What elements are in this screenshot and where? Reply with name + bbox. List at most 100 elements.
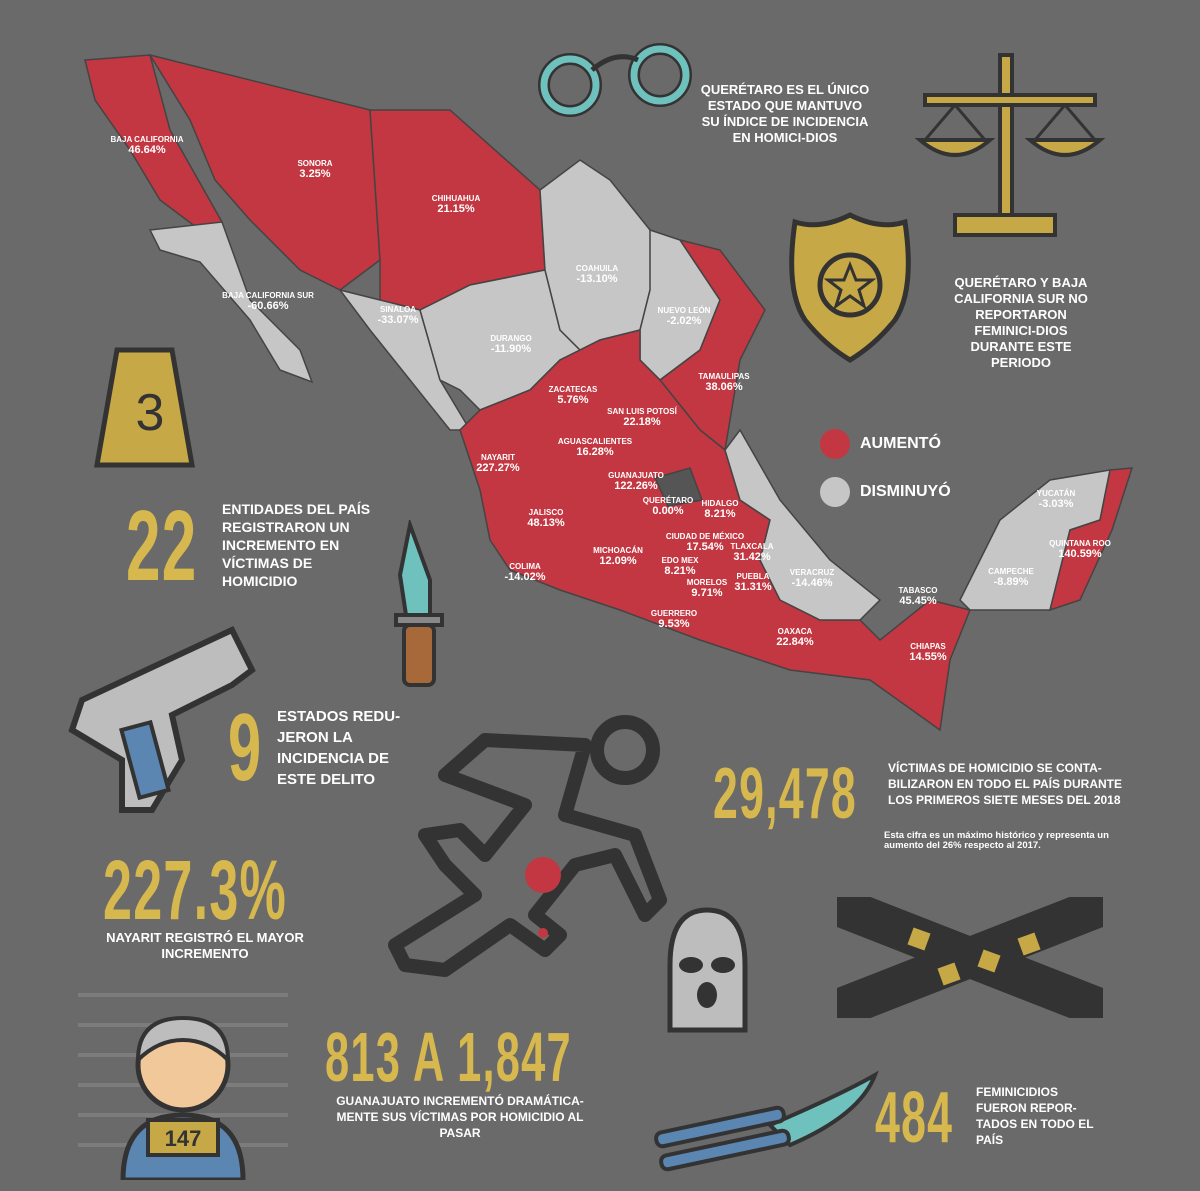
state-name: NAYARIT [480,453,516,463]
state-label: BAJA CALIFORNIA 46.64% [110,135,183,157]
state-label: JALISCO 48.13% [527,508,564,530]
state-value: -3.03% [1038,498,1074,511]
state-value: 22.18% [623,416,661,429]
state-label: BAJA CALIFORNIA SUR -60.66% [222,291,314,313]
increase-count: 22 [126,490,198,602]
feminicides-count: 484 [875,1078,954,1158]
state-value: 46.64% [128,144,166,157]
state-value: -33.07% [377,314,419,327]
red-dot-icon [820,429,850,459]
state-value: 17.54% [686,541,724,554]
state-name: GUERRERO [650,609,698,619]
state-value: 31.42% [733,551,771,564]
chalk-body-outline-icon [388,715,667,977]
state-name: TAMAULIPAS [698,372,750,382]
state-label: PUEBLA 31.31% [734,572,771,594]
state-name: QUINTANA ROO [1049,539,1111,549]
police-badge-icon [789,212,911,363]
state-label: SONORA 3.25% [297,159,332,181]
state-label: TABASCO 45.45% [899,586,938,608]
state-value: -14.46% [791,577,833,590]
max-increase-text: NAYARIT REGISTRÓ EL MAYOR INCREMENTO [106,930,304,961]
state-name: TABASCO [898,586,938,596]
state-label: HIDALGO 8.21% [702,499,739,521]
state-value: 9.53% [658,618,690,631]
map-region [148,221,314,384]
state-value: 8.21% [704,508,736,521]
state-label: MORELOS 9.71% [687,578,727,600]
state-name: YUCATÁN [1036,489,1076,499]
state-value: -60.66% [247,300,289,313]
state-label: TAMAULIPAS 38.06% [698,372,749,394]
state-label: SINALOA -33.07% [378,305,419,327]
scales-of-justice-icon [915,53,1105,237]
state-name: EDO MEX [661,556,699,566]
state-label: AGUASCALIENTES 16.28% [558,437,632,459]
increase-text: ENTIDADES DEL PAÍS REGISTRARON UN INCREM… [222,501,371,589]
state-label: OAXACA 22.84% [776,627,813,649]
state-name: CHIAPAS [910,642,946,652]
prisoner-number: 147 [165,1126,202,1151]
gray-dot-icon [820,477,850,507]
total-victims: 29,478 [713,754,857,834]
state-name: PUEBLA [736,572,770,582]
state-name: GUANAJUATO [608,471,664,481]
state-label: CIUDAD DE MÉXICO 17.54% [666,532,744,554]
map-region [1048,467,1134,612]
state-name: NUEVO LEÓN [657,306,711,316]
map-region [459,329,972,732]
state-name: COAHUILA [575,264,619,274]
state-value: -11.90% [490,343,532,356]
state-name: ZACATECAS [548,385,598,395]
state-label: NUEVO LEÓN -2.02% [658,306,711,328]
map-region [724,428,882,621]
legend-decrease: DISMINUYÓ [820,477,951,507]
state-name: CHIHUAHUA [431,194,481,204]
state-value: 0.00% [652,505,684,518]
ski-mask-icon [667,907,748,1033]
state-label: GUERRERO 9.53% [651,609,697,631]
state-name: SAN LUIS POTOSÍ [607,407,677,417]
state-name: AGUASCALIENTES [557,437,633,447]
feminicide-none-fact: QUERÉTARO Y BAJA CALIFORNIA SUR NO REPOR… [954,275,1088,370]
state-label: YUCATÁN -3.03% [1037,489,1076,511]
state-name: SINALOA [379,305,416,315]
state-value: 48.13% [527,517,565,530]
state-value: -14.02% [504,571,546,584]
guanajuato-range: 813 A 1,847 [325,1018,572,1096]
max-increase: 227.3% [103,843,288,937]
prisoner-mugshot-icon: 147 [78,993,288,1180]
legend-decrease-label: DISMINUYÓ [860,483,951,500]
state-value: -8.89% [993,576,1029,589]
state-name: QUERÉTARO [642,496,694,506]
decrease-text: ESTADOS REDU-JERON LA INCIDENCIA DE ESTE… [277,708,401,788]
state-name: DURANGO [490,334,532,344]
knife-icon [394,520,444,687]
state-label: NAYARIT 227.27% [476,453,519,475]
state-label: CHIAPAS 14.55% [909,642,946,664]
decrease-count: 9 [228,694,263,801]
pistol-icon [68,626,256,813]
evidence-marker-number: 3 [136,384,165,442]
state-name: COLIMA [509,562,541,572]
queretaro-homicide-fact: QUERÉTARO ES EL ÚNICO ESTADO QUE MANTUVO… [700,82,870,145]
state-label: MICHOACÁN 12.09% [593,546,643,568]
state-label: CHIHUAHUA 21.15% [432,194,480,216]
state-value: 140.59% [1058,548,1102,561]
state-label: COLIMA -14.02% [505,562,546,584]
state-value: -2.02% [666,315,702,328]
state-label: ZACATECAS 5.76% [549,385,598,407]
state-label: EDO MEX 8.21% [662,556,699,578]
legend-increase-label: AUMENTÓ [860,435,941,452]
total-note: Esta cifra es un máximo histórico y repr… [884,830,1109,851]
state-value: 227.27% [476,462,520,475]
state-name: CAMPECHE [988,567,1034,577]
state-name: HIDALGO [701,499,739,509]
state-name: JALISCO [528,508,564,518]
handcuffs-icon [538,43,692,117]
state-label: DURANGO -11.90% [490,334,531,356]
butterfly-knife-icon [654,1070,879,1172]
state-value: 14.55% [909,651,947,664]
state-value: -13.10% [576,273,618,286]
